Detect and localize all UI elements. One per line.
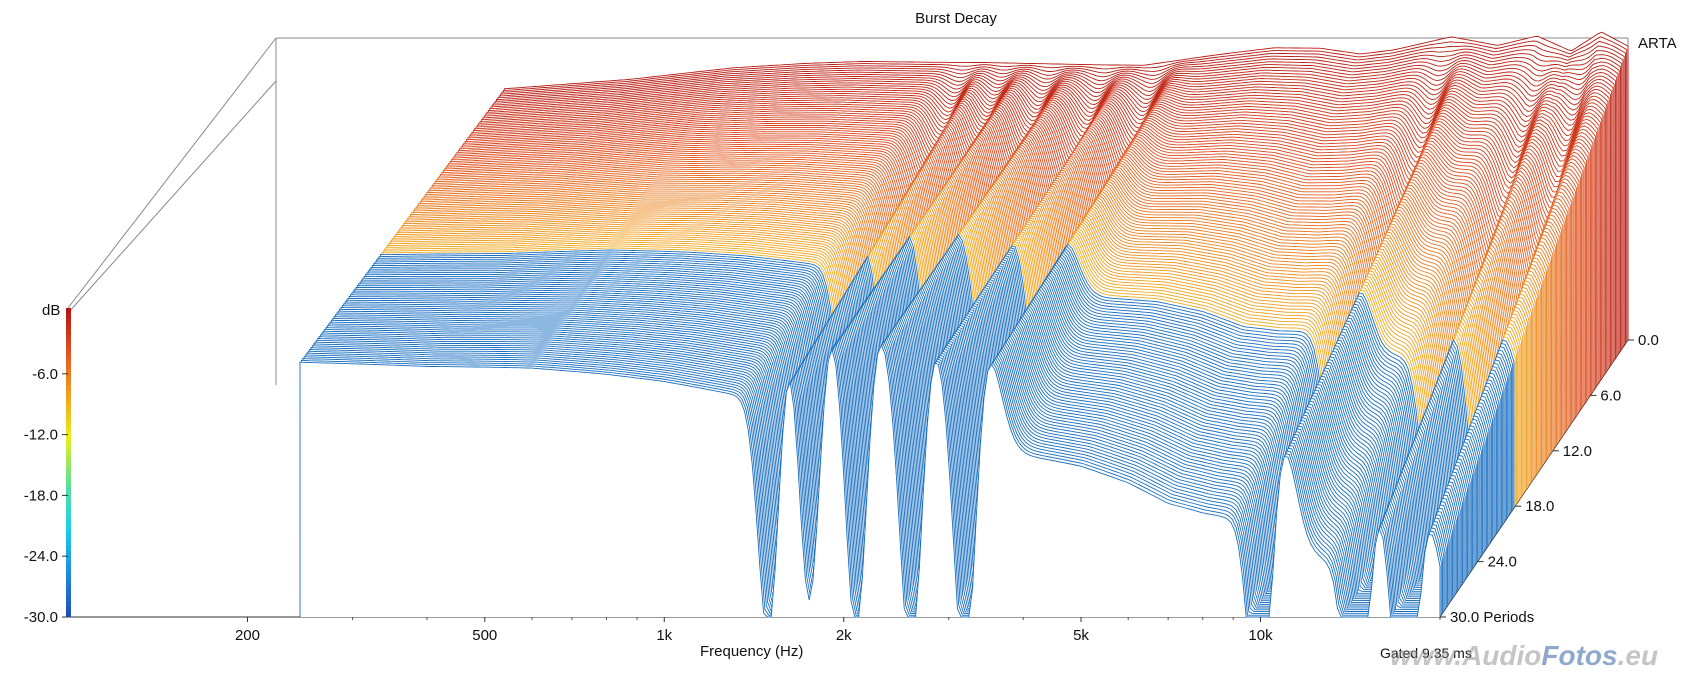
z-tick-label: -6.0 — [32, 366, 58, 383]
colorbar-segment — [66, 575, 71, 582]
z-tick-label: -24.0 — [24, 548, 58, 565]
colorbar-segment — [66, 354, 71, 360]
z-tick-label: -18.0 — [24, 487, 58, 504]
colorbar-segment — [66, 431, 71, 438]
frame-left-diagonal — [67, 80, 277, 314]
x-axis-label: Frequency (Hz) — [700, 643, 804, 660]
colorbar-segment — [66, 611, 71, 618]
z-tick-label: -30.0 — [24, 609, 58, 626]
x-tick-label: 1k — [656, 627, 672, 644]
colorbar-segment — [66, 601, 71, 608]
colorbar-segment — [66, 338, 71, 345]
colorbar-segment — [66, 565, 71, 572]
colorbar-segment — [66, 472, 71, 479]
colorbar-segment — [66, 503, 71, 510]
brand-label: ARTA — [1638, 35, 1677, 52]
z-axis-unit: dB — [42, 302, 61, 319]
colorbar-segment — [66, 570, 71, 577]
colorbar-segment — [66, 421, 71, 427]
colorbar-segment — [66, 426, 71, 433]
colorbar-segment — [66, 457, 71, 463]
watermark-logo: www.AudioFotos.eu — [1390, 640, 1659, 671]
depth-tick-label: 30.0 Periods — [1450, 609, 1534, 626]
colorbar-segment — [66, 390, 71, 397]
chart-title: Burst Decay — [915, 10, 997, 27]
colorbar-segment — [66, 493, 71, 500]
colorbar-segment — [66, 555, 71, 561]
colorbar-segment — [66, 462, 71, 469]
axis-ticks: 200 500 1k 2k 5k 10k -6.0 -12.0 -18.0 -24.0 -30.0 0… — [24, 332, 1659, 644]
colorbar-segment — [66, 467, 71, 474]
colorbar-segment — [66, 586, 71, 592]
x-tick-label: 2k — [836, 627, 852, 644]
colorbar-segment — [66, 411, 71, 417]
colorbar-segment — [66, 534, 71, 541]
x-tick-label: 500 — [472, 627, 497, 644]
x-tick-label: 200 — [235, 627, 260, 644]
colorbar-segment — [66, 524, 71, 530]
colorbar-segment — [66, 385, 71, 391]
colorbar-segment — [66, 328, 71, 335]
decayed-floor-slices — [299, 233, 1515, 618]
colorbar-segment — [66, 344, 71, 350]
colorbar-segment — [66, 560, 71, 566]
colorbar-segment — [66, 369, 71, 376]
gate-note: Gated 9.35 ms — [1380, 645, 1472, 661]
colorbar-segment — [66, 488, 71, 494]
colorbar-segment — [66, 498, 71, 505]
chart-frame — [66, 37, 1629, 618]
colorbar-segment — [66, 359, 71, 366]
colorbar-segment — [66, 441, 71, 448]
colorbar-segment — [66, 436, 71, 443]
depth-tick-label: 18.0 — [1525, 498, 1554, 515]
depth-tick-label: 6.0 — [1600, 387, 1621, 404]
colorbar-segment — [66, 544, 71, 551]
colorbar-segment — [66, 539, 71, 546]
colorbar-segment — [66, 483, 71, 489]
colorbar-segment — [66, 333, 71, 340]
colorbar-segment — [66, 364, 71, 371]
colorbar-segment — [66, 508, 71, 515]
colorbar-segment — [66, 349, 71, 355]
depth-tick-label: 0.0 — [1638, 332, 1659, 349]
colorbar-segment — [66, 318, 71, 324]
colorbar-segment — [66, 591, 71, 597]
colorbar-segment — [66, 374, 71, 381]
z-tick-label: -12.0 — [24, 427, 58, 444]
colorbar-segment — [66, 308, 71, 314]
depth-tick-label: 12.0 — [1563, 443, 1592, 460]
colorbar-segment — [66, 395, 71, 402]
colorbar-segment — [66, 580, 71, 587]
colorbar-segment — [66, 452, 71, 458]
colorbar-segment — [66, 313, 71, 319]
colorbar-segment — [66, 380, 71, 386]
depth-tick-label: 24.0 — [1488, 554, 1517, 571]
colorbar-segment — [66, 416, 71, 422]
colorbar-segment — [66, 323, 71, 330]
x-tick-label: 10k — [1248, 627, 1273, 644]
colorbar-segment — [66, 606, 71, 613]
colorbar-segment — [66, 514, 71, 520]
x-tick-label: 5k — [1073, 627, 1089, 644]
colorbar-segment — [66, 447, 71, 453]
colorbar-segment — [66, 550, 71, 556]
colorbar-segment — [66, 477, 71, 484]
colorbar-segment — [66, 596, 71, 603]
frame-top-diagonal — [67, 37, 277, 309]
decay-slice — [299, 343, 1441, 618]
colorbar-segment — [66, 529, 71, 536]
colorbar — [66, 308, 71, 618]
colorbar-segment — [66, 519, 71, 525]
colorbar-segment — [66, 405, 71, 412]
colorbar-segment — [66, 400, 71, 407]
